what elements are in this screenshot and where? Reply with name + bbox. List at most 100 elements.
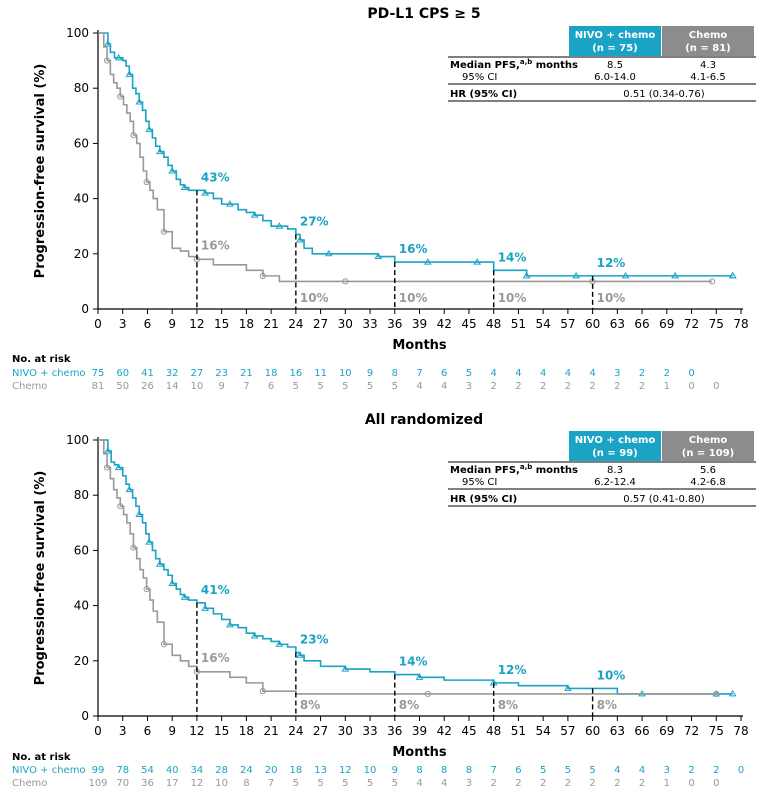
risk-value-nivo: 24	[240, 765, 253, 776]
risk-value-nivo: 8	[392, 368, 398, 379]
risk-value-chemo: 3	[466, 381, 472, 392]
risk-value-chemo: 7	[243, 381, 249, 392]
censor-marker-nivo	[296, 651, 304, 658]
table-hr-value: 0.57 (0.41-0.80)	[623, 494, 704, 505]
x-tick-label: 9	[168, 724, 176, 738]
table-header-chemo-n: (n = 81)	[685, 43, 731, 54]
risk-value-chemo: 4	[416, 381, 422, 392]
risk-value-nivo: 54	[141, 765, 154, 776]
risk-label-chemo: Chemo	[12, 778, 47, 789]
risk-value-nivo: 4	[491, 368, 497, 379]
x-tick-label: 48	[486, 317, 501, 331]
risk-value-nivo: 5	[466, 368, 472, 379]
censor-marker-nivo	[250, 211, 259, 218]
risk-value-chemo: 0	[688, 381, 694, 392]
risk-value-chemo: 81	[92, 381, 105, 392]
risk-value-chemo: 2	[565, 778, 571, 789]
x-tick-label: 63	[610, 317, 625, 331]
x-tick-label: 18	[239, 317, 254, 331]
censor-marker-chemo	[130, 132, 137, 139]
y-tick-label: 0	[81, 709, 89, 723]
x-tick-label: 15	[214, 724, 229, 738]
risk-value-nivo: 4	[565, 368, 571, 379]
landmark-label-nivo: 16%	[399, 242, 428, 256]
censor-marker-nivo	[135, 510, 144, 518]
table-header-chemo-n: (n = 109)	[682, 448, 734, 459]
x-tick-label: 3	[119, 724, 127, 738]
x-axis-label: Months	[392, 745, 447, 760]
y-tick-label: 80	[74, 488, 89, 502]
x-tick-label: 54	[536, 724, 551, 738]
censor-marker-nivo	[125, 485, 134, 493]
risk-header: No. at risk	[12, 752, 71, 763]
x-tick-label: 39	[412, 317, 427, 331]
censor-marker-nivo	[125, 70, 134, 77]
risk-value-nivo: 0	[688, 368, 694, 379]
risk-value-chemo: 12	[191, 778, 204, 789]
risk-value-nivo: 4	[639, 765, 645, 776]
risk-value-nivo: 60	[116, 368, 129, 379]
y-tick-label: 100	[66, 26, 89, 40]
y-tick-label: 60	[74, 136, 89, 150]
risk-value-nivo: 8	[416, 765, 422, 776]
landmark-label-nivo: 14%	[399, 655, 428, 669]
table-hr-label: HR (95% CI)	[450, 89, 517, 100]
risk-value-chemo: 5	[392, 381, 398, 392]
x-tick-label: 42	[437, 317, 452, 331]
risk-value-nivo: 8	[466, 765, 472, 776]
risk-value-nivo: 0	[738, 765, 744, 776]
series-line-chemo	[98, 439, 717, 695]
risk-value-chemo: 5	[317, 381, 323, 392]
risk-header: No. at risk	[12, 354, 71, 365]
x-tick-label: 54	[536, 317, 551, 331]
censor-marker-nivo	[728, 271, 737, 279]
risk-value-nivo: 6	[515, 765, 521, 776]
risk-value-chemo: 0	[688, 778, 694, 789]
risk-value-chemo: 5	[367, 778, 373, 789]
censor-marker-nivo	[104, 40, 112, 47]
censor-marker-chemo	[103, 57, 111, 64]
landmark-label-nivo: 43%	[201, 170, 230, 184]
x-tick-label: 60	[585, 317, 600, 331]
censor-marker-chemo	[143, 585, 150, 593]
risk-value-nivo: 5	[589, 765, 595, 776]
censor-marker-nivo	[728, 689, 737, 697]
x-tick-label: 3	[119, 317, 127, 331]
censor-marker-nivo	[201, 189, 210, 196]
risk-value-nivo: 7	[416, 368, 422, 379]
landmark-label-chemo: 16%	[201, 238, 230, 252]
table-hr-value: 0.51 (0.34-0.76)	[623, 89, 704, 100]
risk-value-chemo: 4	[441, 381, 447, 392]
x-tick-label: 66	[634, 724, 649, 738]
risk-value-chemo: 5	[392, 778, 398, 789]
risk-label-nivo: NIVO + chemo	[12, 368, 86, 379]
x-tick-label: 36	[387, 317, 402, 331]
y-tick-label: 60	[74, 543, 89, 557]
x-tick-label: 33	[362, 317, 377, 331]
risk-value-chemo: 2	[614, 381, 620, 392]
risk-value-nivo: 4	[614, 765, 620, 776]
risk-value-nivo: 23	[215, 368, 228, 379]
risk-value-nivo: 5	[540, 765, 546, 776]
risk-value-chemo: 5	[293, 778, 299, 789]
risk-value-chemo: 26	[141, 381, 154, 392]
x-tick-label: 78	[733, 724, 748, 738]
risk-value-chemo: 2	[589, 778, 595, 789]
table-ci-nivo: 6.2-12.4	[594, 477, 636, 488]
risk-value-chemo: 70	[116, 778, 129, 789]
risk-value-nivo: 2	[639, 368, 645, 379]
censor-marker-chemo	[117, 503, 124, 510]
risk-value-chemo: 2	[515, 778, 521, 789]
risk-value-chemo: 2	[540, 381, 546, 392]
x-tick-label: 18	[239, 724, 254, 738]
risk-value-nivo: 28	[215, 765, 228, 776]
x-tick-label: 30	[338, 317, 353, 331]
landmark-label-chemo: 10%	[300, 291, 329, 305]
risk-value-nivo: 41	[141, 368, 154, 379]
table-header-chemo-label: Chemo	[689, 435, 728, 446]
censor-marker-nivo	[621, 271, 630, 279]
risk-value-nivo: 4	[589, 368, 595, 379]
y-tick-label: 40	[74, 599, 89, 613]
x-tick-label: 27	[313, 317, 328, 331]
